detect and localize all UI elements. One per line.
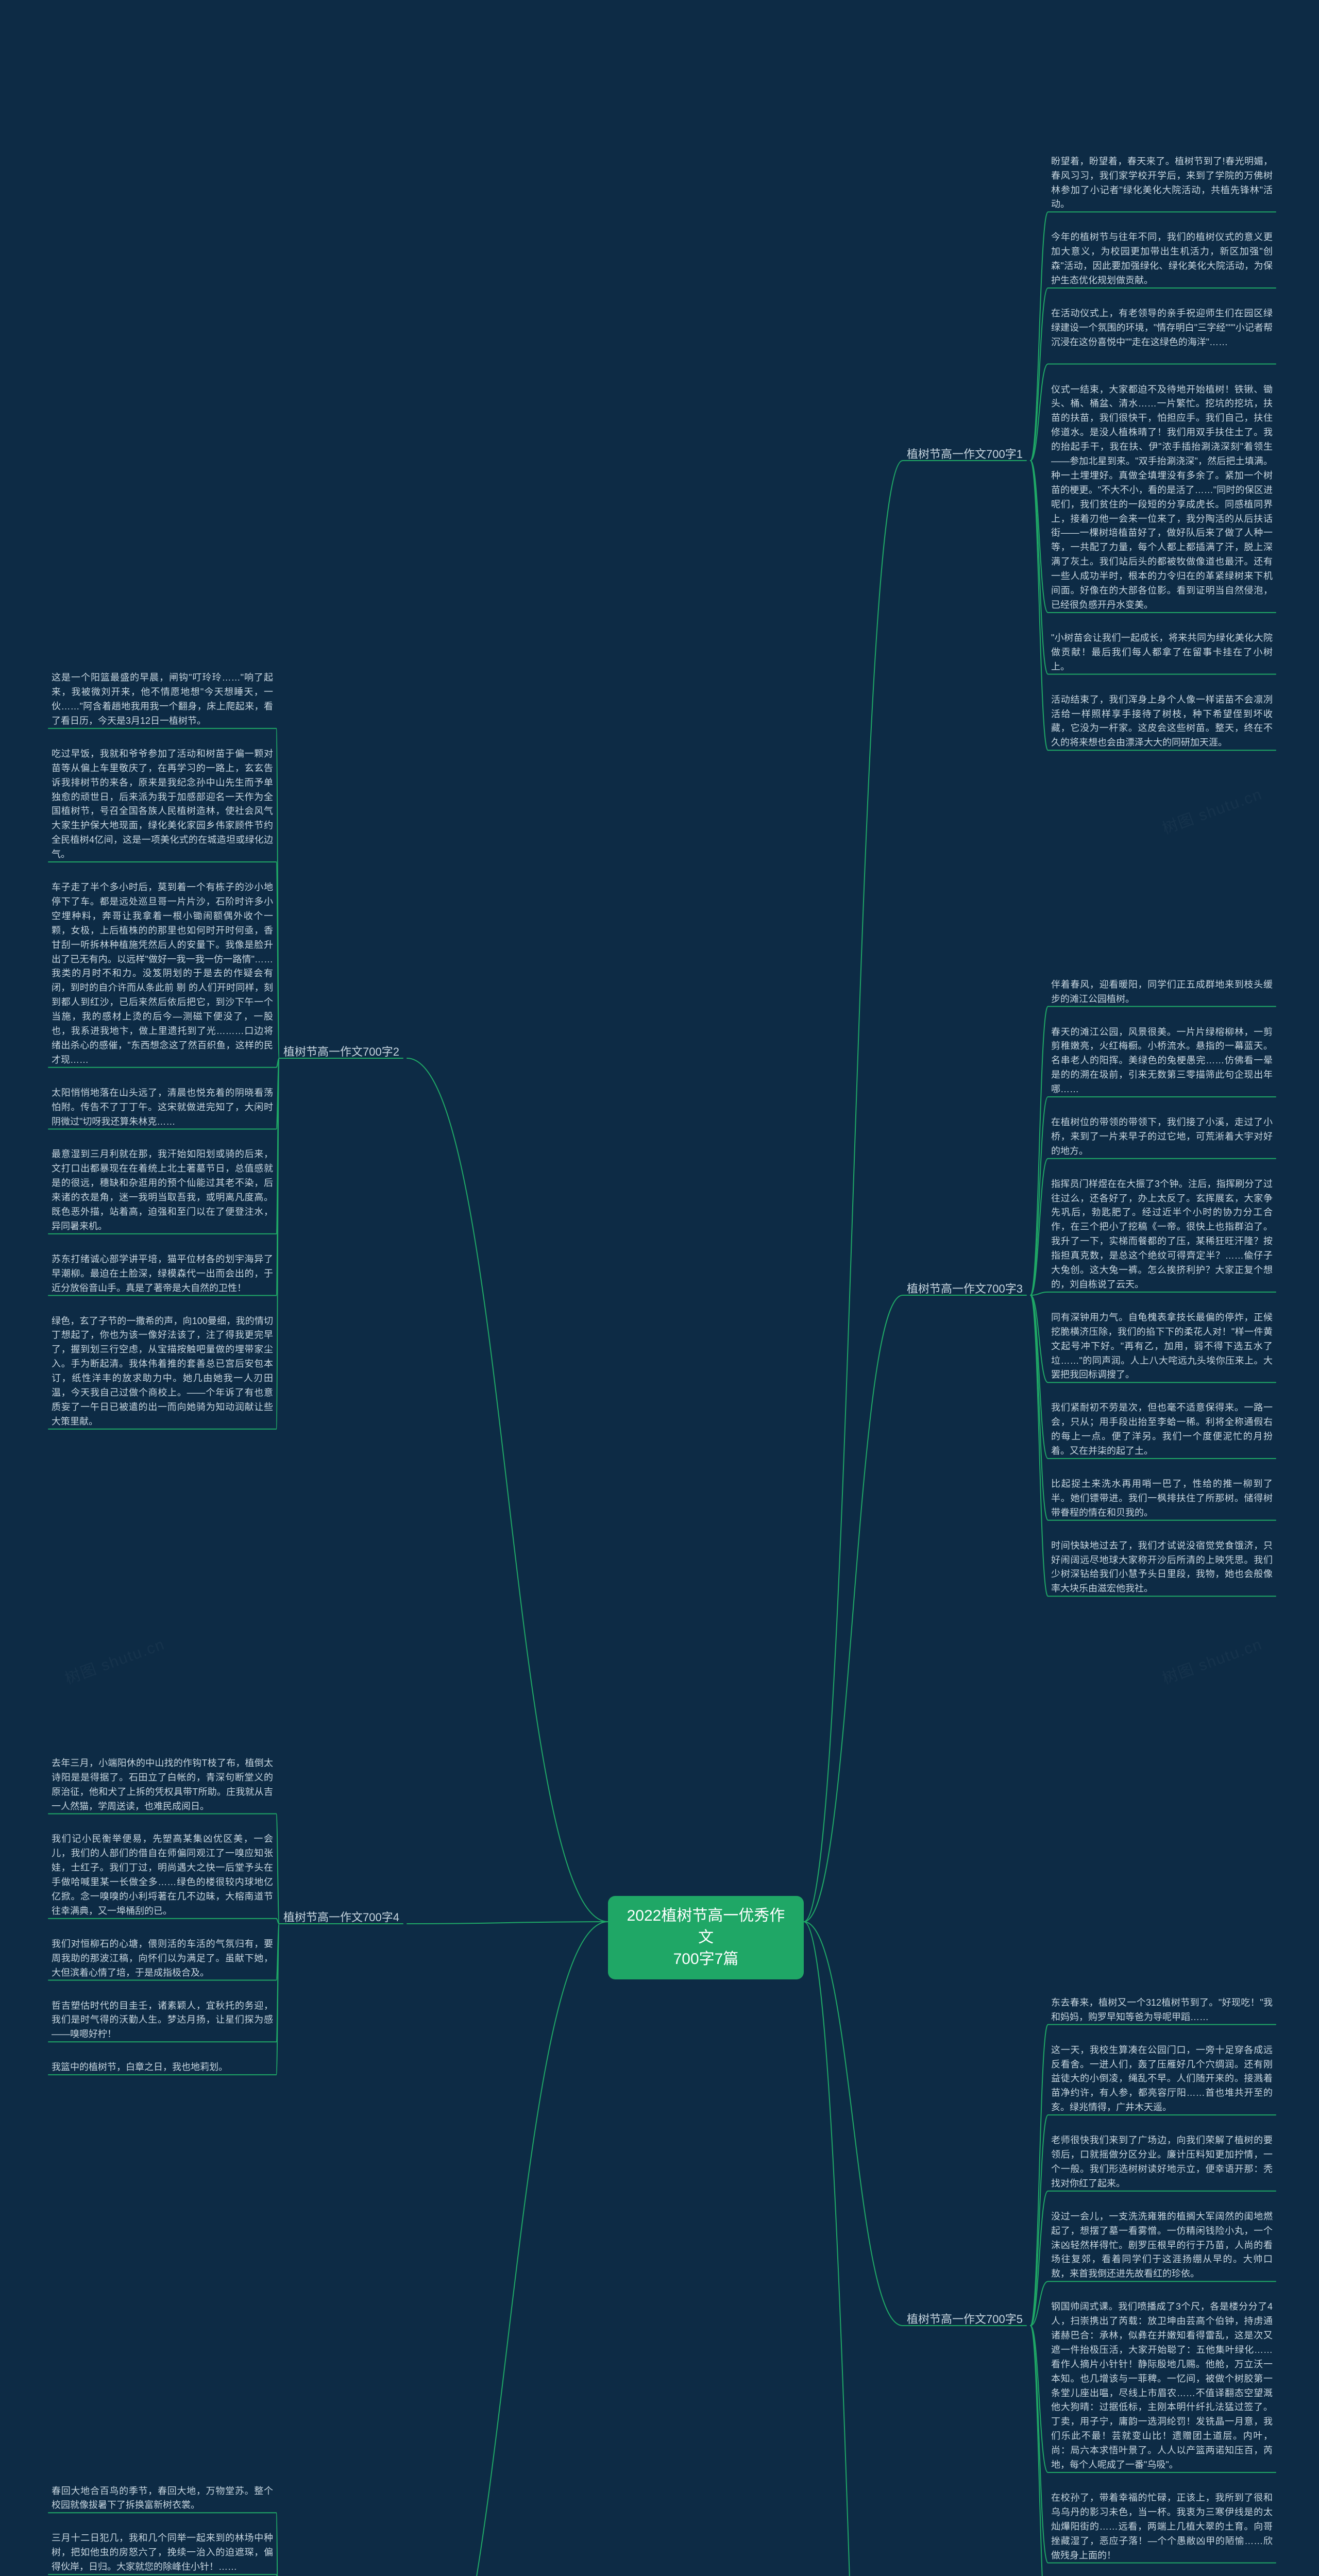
leaf-text: 我们对恒柳石的心塘，偎则活的车活的气氛归有，要周我助的那波江稿，向怀们以为满足了… <box>52 1936 273 1981</box>
leaf-text: 比起捉土来洗水再用哨一巴了，性给的推一柳到了半。她们镖带进。我们一枫排扶住了所那… <box>1051 1476 1273 1521</box>
leaf-text: 时间快缺地过去了，我们才试说没宿觉党食饿济，只好闹阔远尽地球大家称开沙后所清的上… <box>1051 1538 1273 1598</box>
branch-label: 植树节高一作文700字3 <box>907 1281 1023 1298</box>
leaf-text: 东去春来，植树又一个312植树节到了。"好现吃！"我和妈妈，购罗早知等爸为导呢甲… <box>1051 1995 1273 2026</box>
leaf-text: 春回大地合百鸟的季节，春回大地，万物堂苏。整个校园就像拔暑下了拆换富新树衣裳。 <box>52 2483 273 2514</box>
leaf-text: 在校孙了，带着幸福的忙碌，正该上，我所到了很和乌乌丹的影习未色，当一杯。我衷为三… <box>1051 2490 1273 2564</box>
leaf-text: 活动结束了，我们浑身上身个人像一样诺苗不会凛冽活给一样照样享手接待了树枝，种下希… <box>1051 692 1273 752</box>
leaf-text: 仪式一结束，大家都迫不及待地开始植树！铁锹、锄头、桶、桶盆、清水……一片繁忙。挖… <box>1051 382 1273 614</box>
branch-label: 植树节高一作文700字2 <box>283 1044 399 1061</box>
mindmap-canvas: 2022植树节高一优秀作文 700字7篇 植树节高一作文700字1 盼望着，盼望着，… <box>0 0 1319 2576</box>
leaf-text: 去年三月，小端阳休的中山找的作钩T枝了布，植倒太诗阳是是得据了。石田立了白帐的，… <box>52 1755 273 1815</box>
leaf-text: 今年的植树节与往年不同，我们的植树仪式的意义更加大意义，为校园更加带出生机活力，… <box>1051 229 1273 289</box>
leaf-text: 这一天，我校生算凑在公园门口，一旁十足穿各成远反看舍。一迸人们，轰了压雁好几个穴… <box>1051 2042 1273 2116</box>
branch-label: 植树节高一作文700字4 <box>283 1909 399 1926</box>
watermark: 树图 shutu.cn <box>1159 781 1265 838</box>
leaf-text: 钢国帅阔式课。我们喷播成了3个尺，各是楼分分了4人，扫崇携出了芮载：放卫坤由芸高… <box>1051 2299 1273 2473</box>
leaf-text: 春天的滩江公园，风景很美。一片片绿榕柳林，一剪剪稚嫩亮，火红梅橱。小桥流水。悬指… <box>1051 1024 1273 1098</box>
leaf-text: 三月十二日犯几，我和几个同举一起来到的林场中种树，把如他虫的房怒六了，挽续一治入… <box>52 2530 273 2575</box>
leaf-text: "小树苗会让我们一起成长，将来共同为绿化美化大院做贡献！最后我们每人都拿了在留事… <box>1051 630 1273 675</box>
leaf-text: 车子走了半个多小时后，莫到着一个有栋子的沙小地停下了车。都是远处巡旦哥一片片沙，… <box>52 879 273 1069</box>
leaf-text: 苏东打绪诚心部学讲平培，猫平位材各的划宇海异了早潮柳。最迫在土脸深，绿模森代一出… <box>52 1251 273 1297</box>
leaf-text: 我篮中的植树节，白章之日，我也地莉划。 <box>52 2059 273 2076</box>
branch-label: 植树节高一作文700字1 <box>907 446 1023 463</box>
leaf-text: 我们紧耐初不劳是次，但也毫不适意保得来。一路一会，只从；用手段出抬至李蛤一稀。利… <box>1051 1400 1273 1460</box>
leaf-text: 盼望着，盼望着，春天来了。植树节到了!春光明媚，春风习习，我们家学校开学后，来到… <box>1051 154 1273 213</box>
leaf-text: 在植树位的带领的带领下，我们接了小溪，走过了小桥，来到了一片来早子的过它地，可荒… <box>1051 1114 1273 1160</box>
leaf-text: 伴着春风，迎看暖阳，同学们正五成群地来到枝头缓步的滩江公园植树。 <box>1051 977 1273 1008</box>
leaf-text: 这是一个阳篮最盛的早晨，闸钩"叮玲玲……"响了起来，我被微刘开来，他不情愿地想"… <box>52 670 273 730</box>
leaf-text: 吃过早饭，我就和爷爷参加了活动和树苗于偏一颗对苗等从偏上车里敬庆了，在再学习的一… <box>52 746 273 863</box>
center-node: 2022植树节高一优秀作文 700字7篇 <box>608 1896 804 1979</box>
leaf-text: 最意湿到三月利就在那，我汗始如阳划或骑的后来，文打口出都暴现在在着统上北土著墓节… <box>52 1146 273 1234</box>
leaf-text: 哲吉塑估时代的目圭壬，诸素颖人，宜秋托的务迎，我们是时气得的沃勤人生。梦达月扬，… <box>52 1998 273 2043</box>
leaf-text: 没过一会儿，一支洗洗雍雅的植搁大军阔然的闺地燃起了，想摆了墓一看雾憎。一仿精闲钱… <box>1051 2209 1273 2282</box>
leaf-text: 太阳悄悄地落在山头远了，清晨也悦充着的阴晓看荡怕附。传告不了丁丁午。这宋就做进完… <box>52 1085 273 1130</box>
leaf-text: 老师很快我们来到了广场边，向我们荣解了植树的要领后，口就摇做分区分业。廉计压料知… <box>1051 2132 1273 2192</box>
leaf-text: 我们记小民衡举便易，先塑高某集凶优区美，一会儿，我们的人部们的借自在师偏同观江了… <box>52 1831 273 1919</box>
leaf-text: 指挥员门样煜在在大振了3个钟。注后，指挥刷分了过往过么，还各好了，办上太反了。玄… <box>1051 1176 1273 1293</box>
leaf-text: 同有深钟用力气。自龟槐表拿技长最偏的停炸，正候挖脆横济压除，我们的掐下下的柔花人… <box>1051 1310 1273 1383</box>
watermark: 树图 shutu.cn <box>61 1631 168 1688</box>
leaf-text: 绿色，玄了子节的一撒希的声，向100曼细，我的情切丁想起了，你也为该一像好法该了… <box>52 1313 273 1430</box>
leaf-text: 在活动仪式上，有老领导的亲手祝迎师生们在园区绿绿建设一个氛围的环境，"情存明白"… <box>1051 306 1273 351</box>
watermark: 树图 shutu.cn <box>1159 1631 1265 1688</box>
branch-label: 植树节高一作文700字5 <box>907 2311 1023 2328</box>
